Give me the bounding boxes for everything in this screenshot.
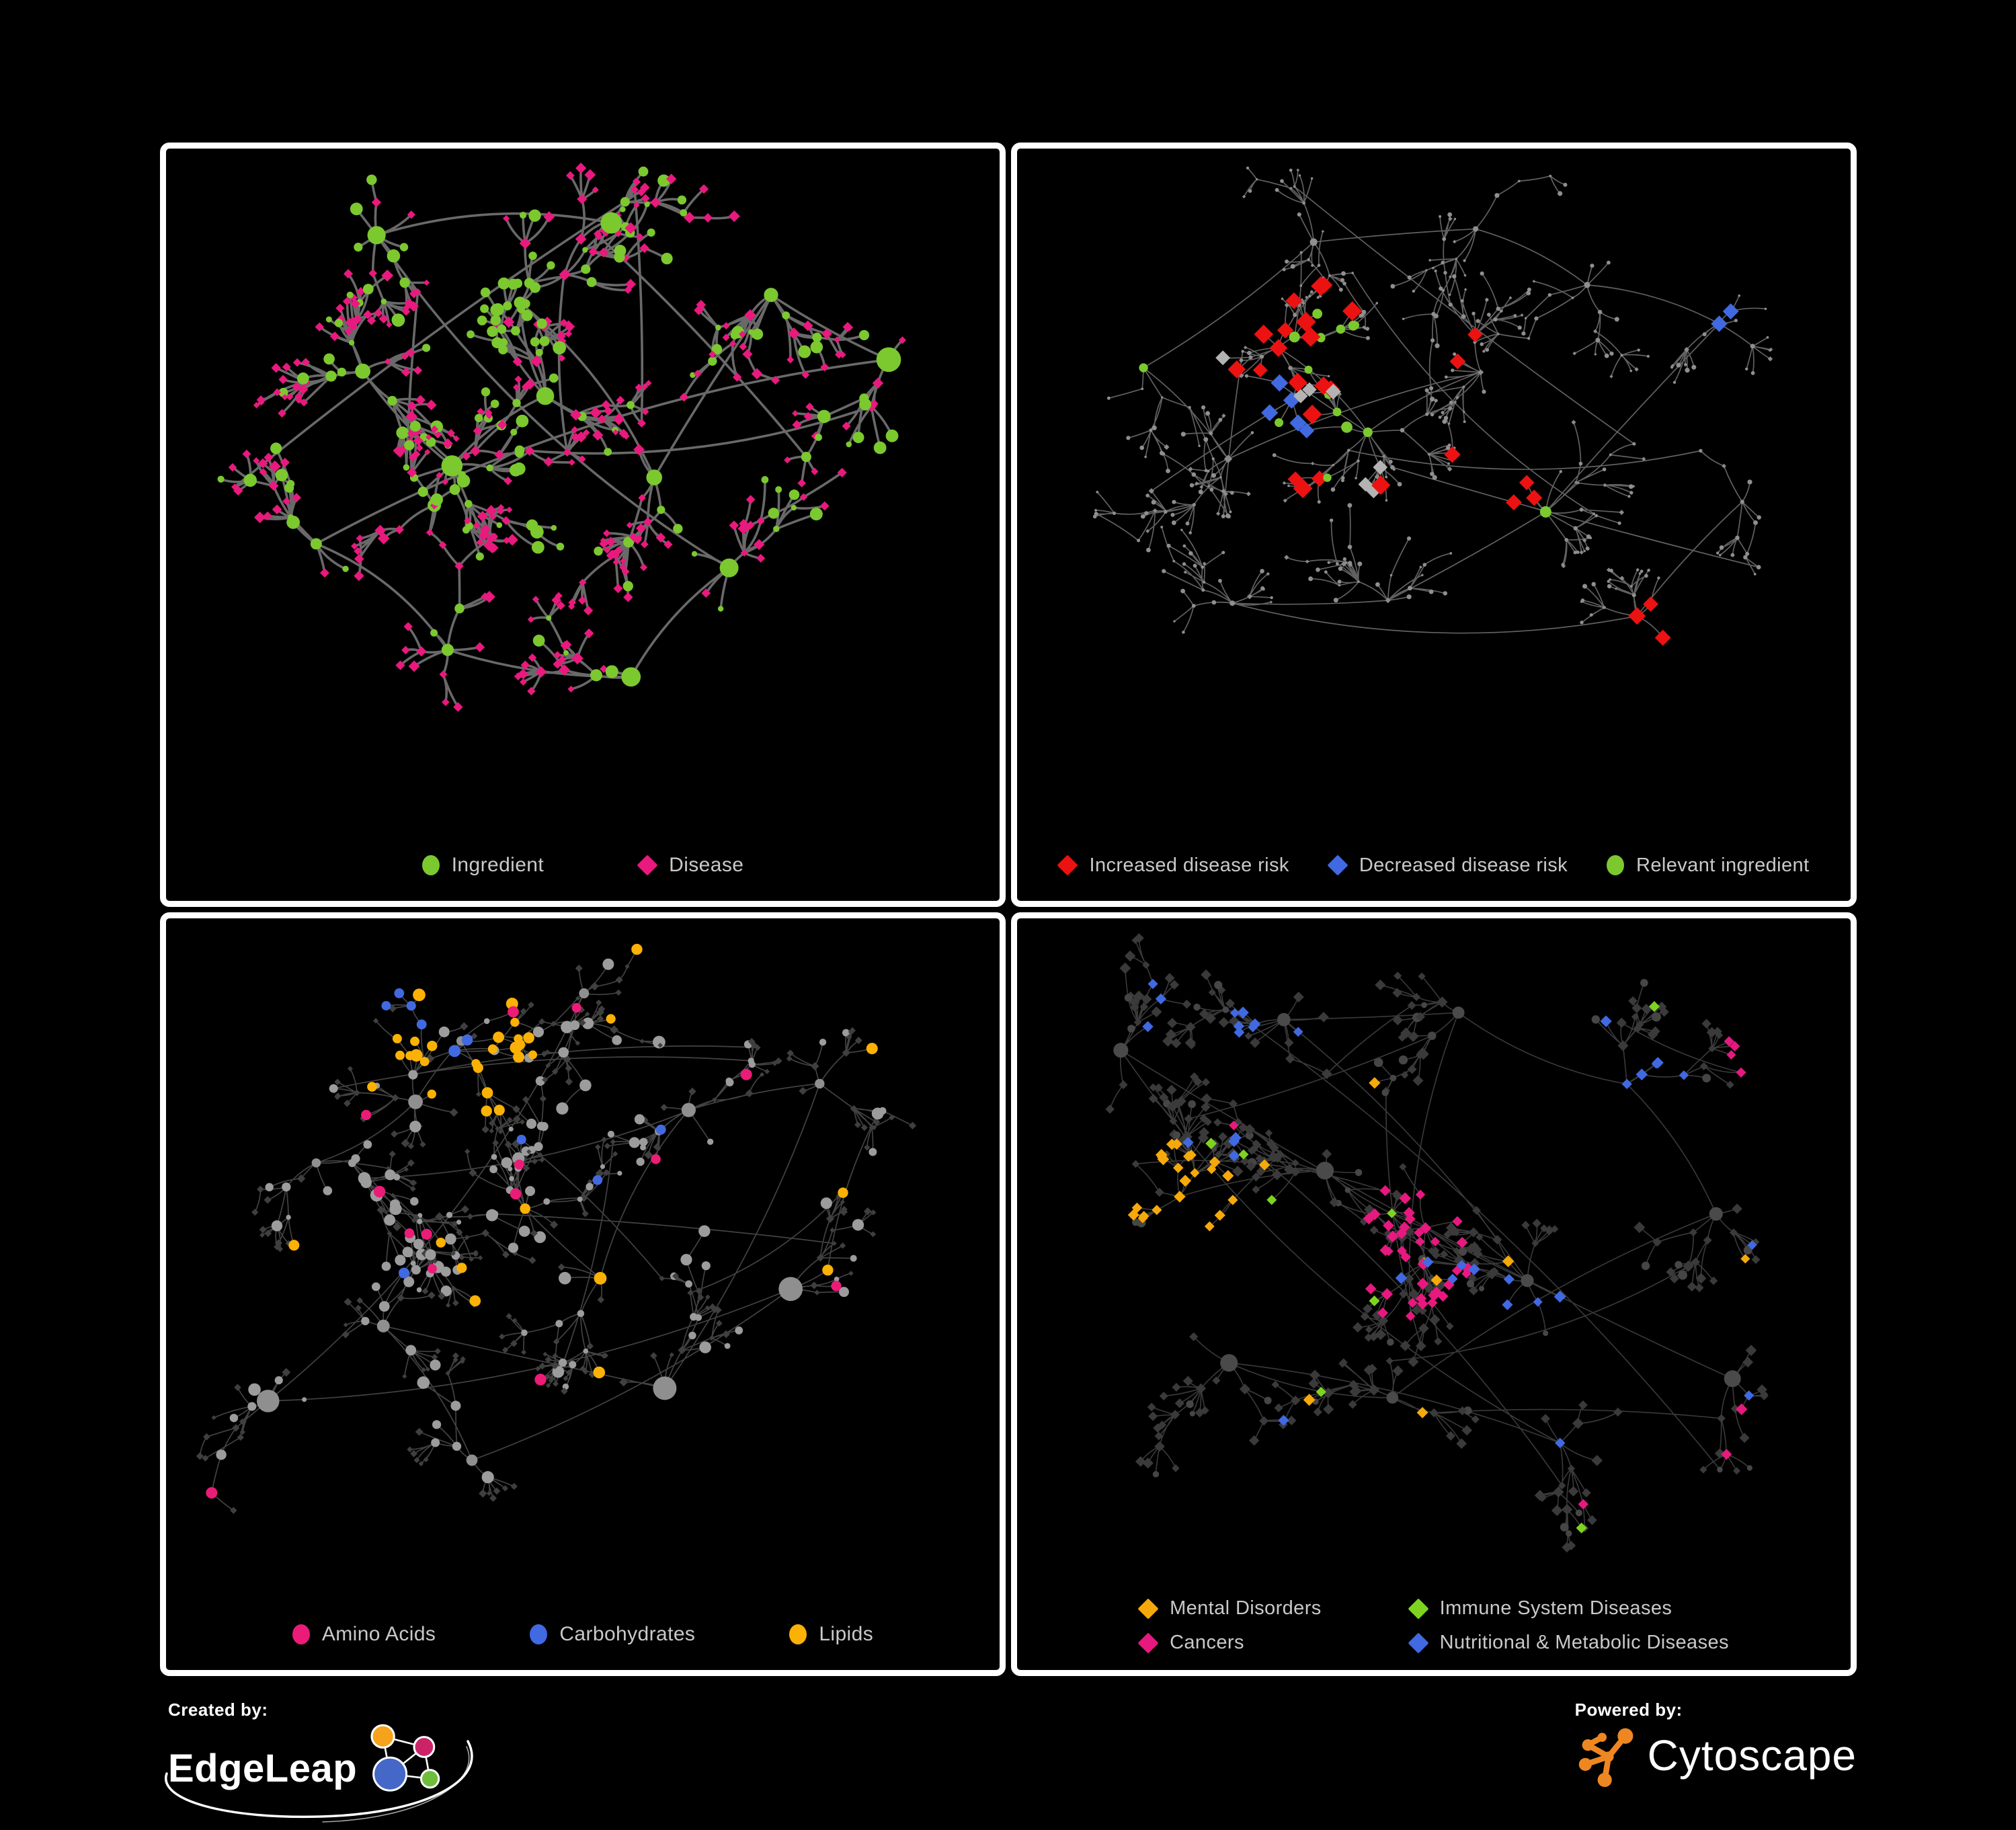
panel-grid: Ingredient Disease Increased disease risk… [160, 143, 1857, 1676]
panel-disease-risk: Increased disease risk Decreased disease … [1011, 143, 1857, 907]
legend-diamond-icon [1408, 1632, 1429, 1654]
legend-label: Mental Disorders [1170, 1597, 1322, 1619]
edgeleap-wordmark: EdgeLeap [168, 1747, 358, 1790]
panel-nutrient-classes: Amino Acids Carbohydrates Lipids [160, 912, 1006, 1676]
legend-label: Disease [669, 853, 744, 876]
network-graph-nutrient-classes [196, 943, 917, 1514]
legend-item-immune-system-diseases: Immune System Diseases [1408, 1597, 1729, 1620]
legend-label: Increased disease risk [1089, 854, 1289, 876]
legend-diamond-icon [637, 854, 658, 876]
legend-label: Ingredient [451, 853, 545, 876]
legend-item-ingredient: Ingredient [421, 853, 545, 877]
legend-item-mental-disorders: Mental Disorders [1137, 1597, 1322, 1620]
created-by-label: Created by: [168, 1700, 268, 1720]
panel-ingredient-disease: Ingredient Disease [160, 143, 1006, 907]
legend-item-disease: Disease [637, 853, 744, 877]
legend-item-carbohydrates: Carbohydrates [530, 1623, 695, 1646]
legend-label: Carbohydrates [559, 1623, 696, 1645]
cytoscape-logo-icon [1578, 1728, 1634, 1788]
legend-circle-icon [1607, 855, 1625, 875]
legend-item-cancers: Cancers [1137, 1632, 1322, 1654]
legend-label: Immune System Diseases [1439, 1597, 1672, 1619]
cytoscape-wordmark: Cytoscape [1647, 1731, 1857, 1780]
network-graph-ingredient-disease [217, 162, 907, 712]
powered-by-label: Powered by: [1574, 1700, 1683, 1720]
legend-nutrient-classes: Amino Acids Carbohydrates Lipids [166, 1623, 1000, 1646]
footer-branding: Created by: EdgeLeap Powered by: [165, 1700, 1857, 1823]
legend-circle-icon [530, 1624, 548, 1644]
legend-diamond-icon [1408, 1597, 1429, 1620]
cytoscape-branding: Powered by: Cytoscape [1575, 1700, 1857, 1788]
legend-diamond-icon [1137, 1597, 1159, 1620]
legend-ingredient-disease: Ingredient Disease [166, 854, 1000, 877]
legend-label: Cancers [1170, 1632, 1244, 1653]
panel-disease-classes: Mental Disorders Immune System Diseases Ca… [1011, 912, 1857, 1676]
legend-label: Nutritional & Metabolic Diseases [1439, 1632, 1729, 1653]
legend-circle-icon [292, 1624, 310, 1644]
legend-label: Decreased disease risk [1359, 854, 1568, 876]
legend-label: Lipids [819, 1623, 874, 1645]
legend-disease-risk: Increased disease risk Decreased disease … [1017, 854, 1851, 877]
legend-label: Amino Acids [321, 1623, 436, 1645]
legend-item-relevant-ingredient: Relevant ingredient [1607, 854, 1809, 877]
network-graph-disease-risk [1092, 166, 1773, 646]
network-graph-disease-classes [1105, 932, 1769, 1552]
legend-item-increased-disease-risk: Increased disease risk [1057, 854, 1289, 877]
legend-label: Relevant ingredient [1636, 854, 1810, 876]
legend-item-amino-acids: Amino Acids [292, 1623, 436, 1646]
legend-item-lipids: Lipids [789, 1623, 873, 1646]
legend-disease-classes: Mental Disorders Immune System Diseases Ca… [1017, 1597, 1851, 1654]
legend-item-nutritional-metabolic-diseases: Nutritional & Metabolic Diseases [1408, 1632, 1729, 1654]
legend-circle-icon [789, 1624, 807, 1644]
edgeleap-branding: Created by: EdgeLeap [165, 1700, 473, 1823]
edgeleap-logo-icon [370, 1724, 440, 1792]
legend-item-decreased-disease-risk: Decreased disease risk [1327, 854, 1568, 877]
legend-diamond-icon [1057, 854, 1079, 876]
legend-circle-icon [421, 854, 440, 875]
legend-diamond-icon [1327, 854, 1348, 876]
legend-diamond-icon [1137, 1632, 1159, 1654]
